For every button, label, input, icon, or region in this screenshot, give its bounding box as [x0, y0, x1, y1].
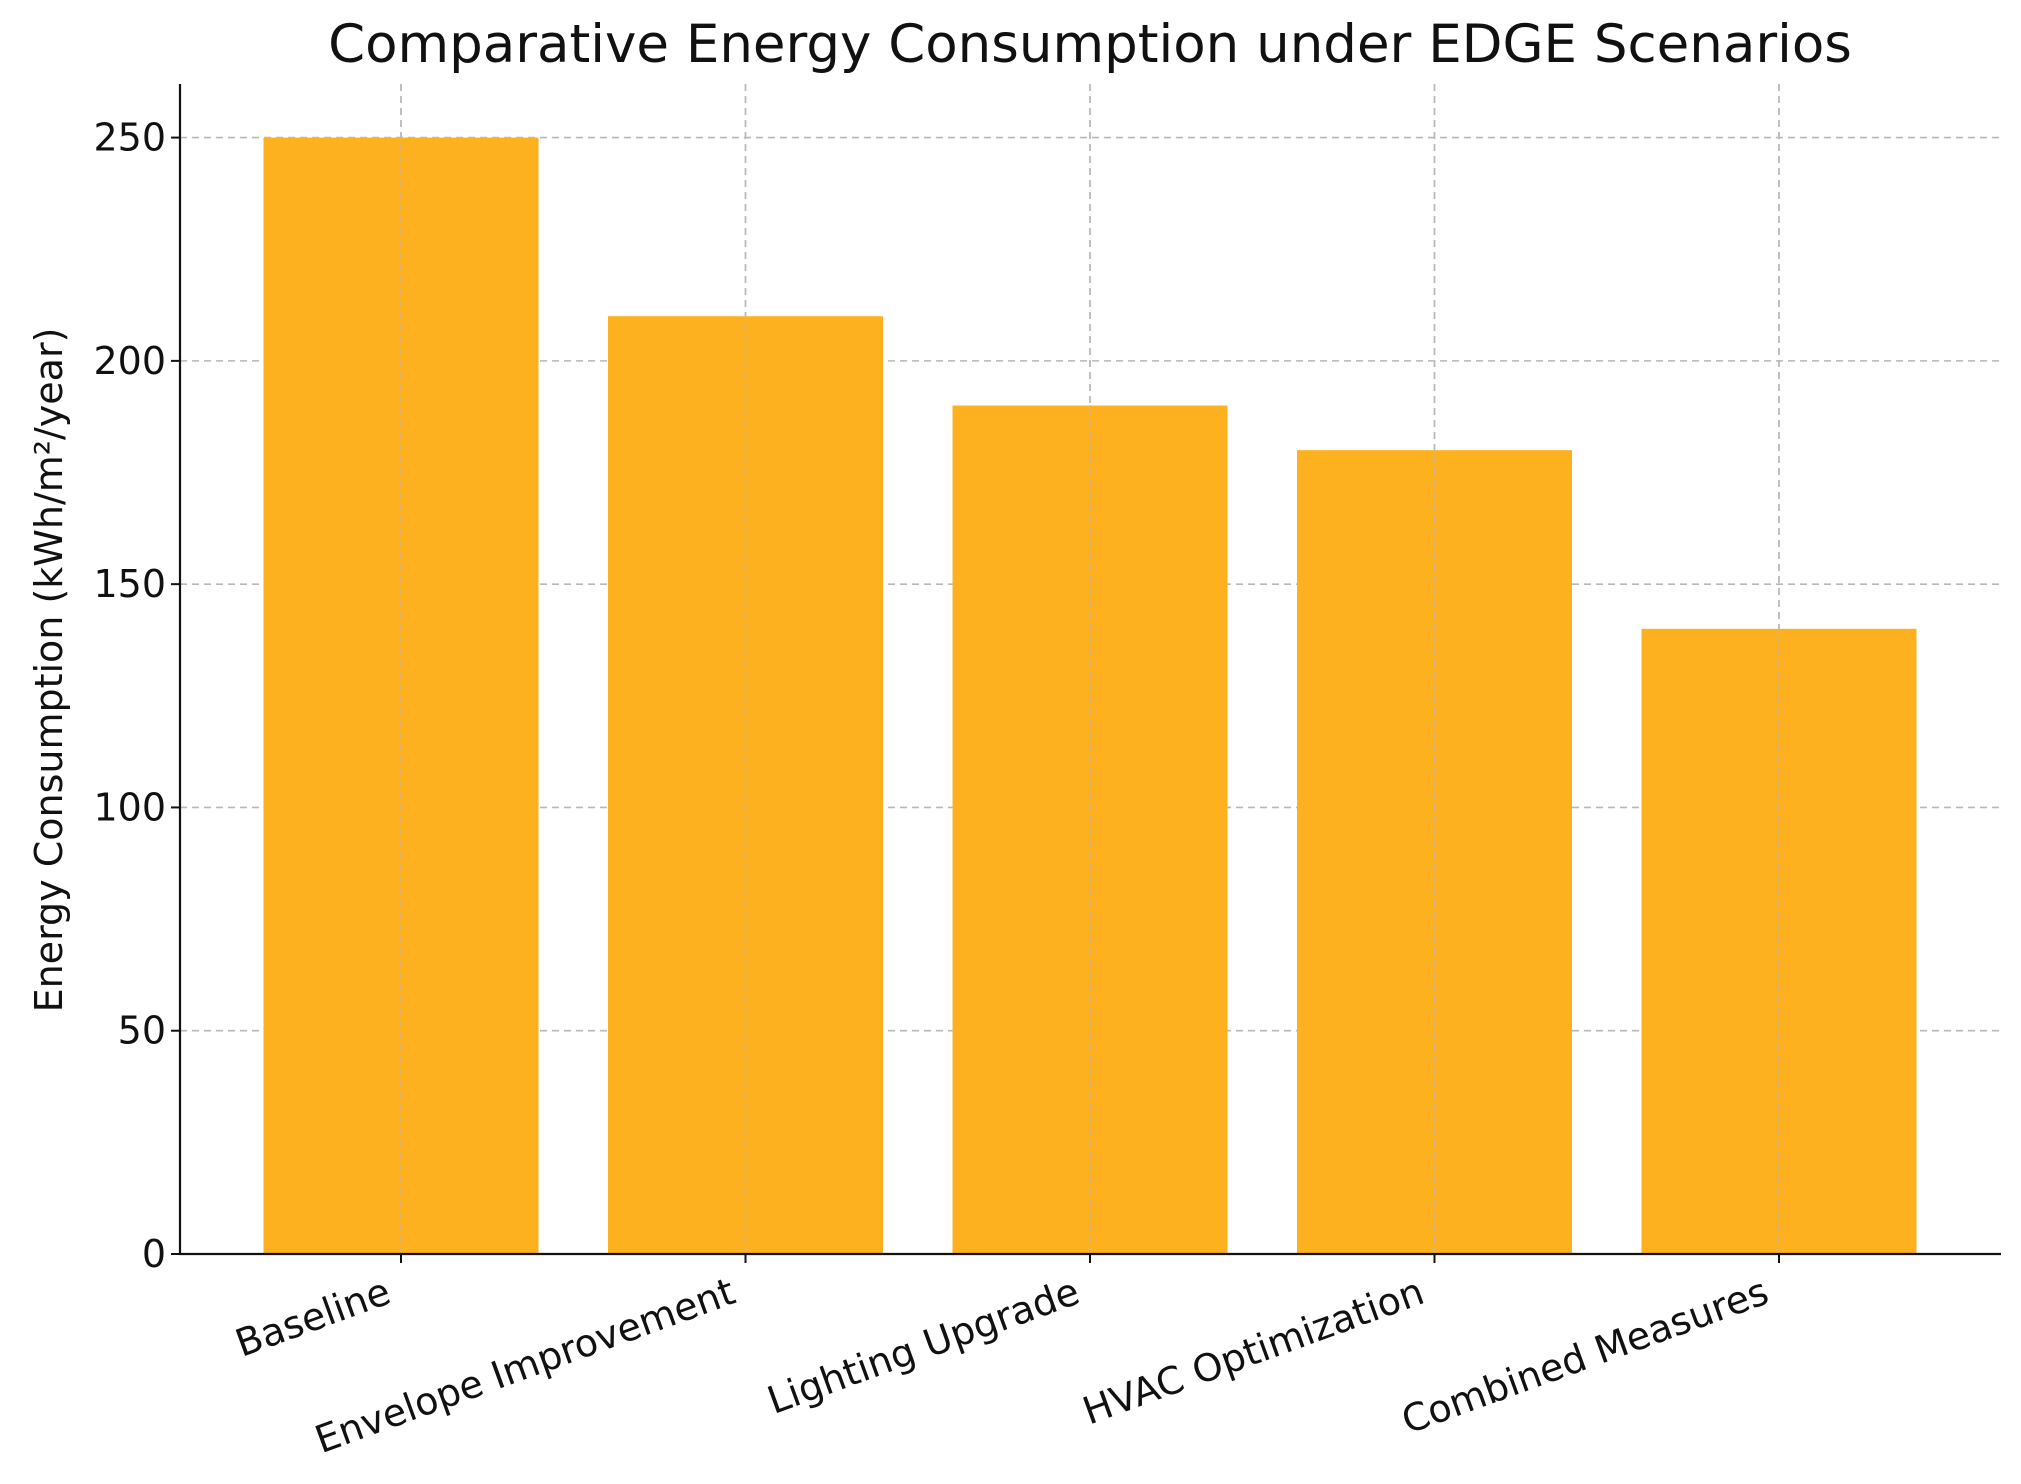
y-ticks: 0 50 100 150 200 250 — [93, 116, 180, 1276]
x-tick-label: Lighting Upgrade — [762, 1269, 1085, 1423]
chart-title: Comparative Energy Consumption under EDG… — [328, 14, 1852, 75]
y-tick-label: 200 — [93, 339, 166, 383]
x-tick-label: Combined Measures — [1396, 1269, 1774, 1443]
x-tick-label: HVAC Optimization — [1077, 1269, 1430, 1433]
x-tick-label: Baseline — [230, 1269, 396, 1365]
y-tick-label: 50 — [118, 1009, 166, 1053]
y-axis-label: Energy Consumption (kWh/m²/year) — [27, 328, 71, 1013]
y-tick-label: 150 — [93, 562, 166, 606]
y-tick-label: 100 — [93, 785, 166, 829]
bar-baseline — [263, 137, 539, 1255]
y-tick-label: 0 — [142, 1232, 166, 1276]
y-tick-label: 250 — [93, 116, 166, 160]
bars — [263, 84, 1917, 1255]
